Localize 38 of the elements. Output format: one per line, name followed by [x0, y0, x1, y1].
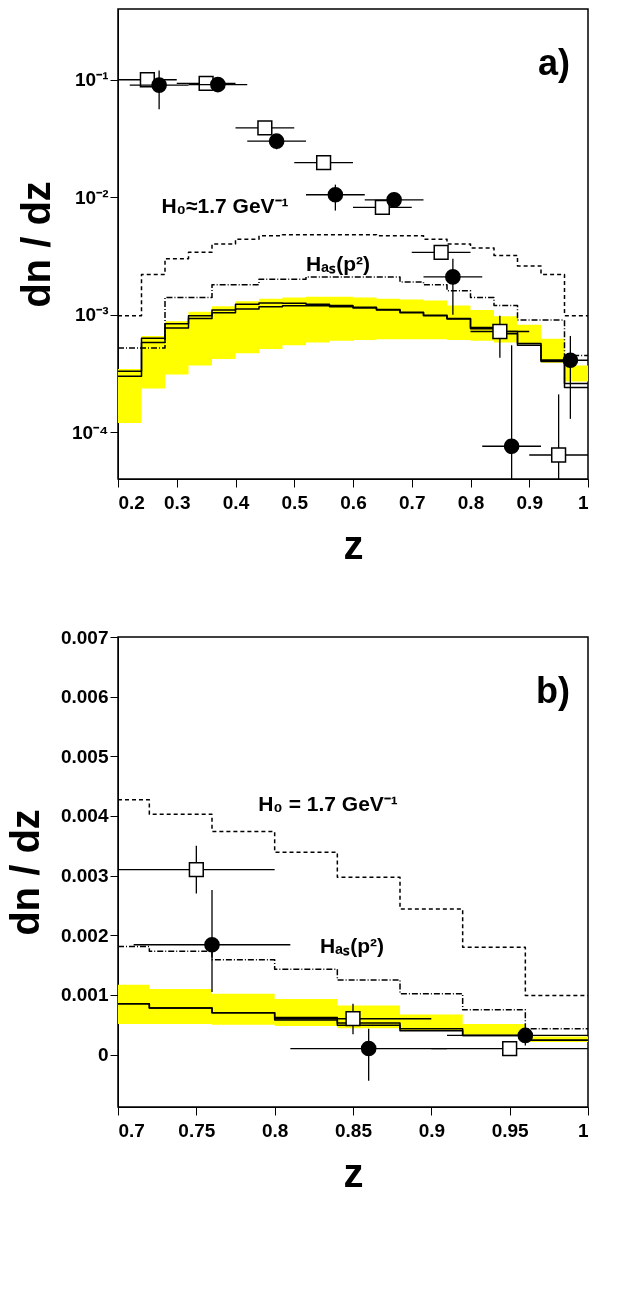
x-tick-label: 0.7: [118, 1119, 145, 1141]
x-tick-label: 0.2: [118, 491, 145, 513]
annotation: b): [536, 670, 570, 711]
y-tick-label: 0.005: [60, 745, 109, 767]
x-tick-label: 0.8: [457, 491, 485, 513]
x-tick-label: 0.75: [178, 1119, 216, 1141]
y-tick-label: 10⁻⁴: [71, 421, 109, 443]
x-tick-label: 0.6: [340, 491, 367, 513]
x-axis-title: z: [343, 1150, 364, 1195]
annotation: H₀≈1.7 GeV⁻¹: [161, 194, 289, 217]
y-axis-title: dn / dz: [13, 181, 58, 308]
x-tick-label: 0.9: [516, 491, 543, 513]
y-tick-label: 10⁻¹: [75, 69, 109, 91]
y-tick-label: 0.004: [60, 805, 109, 827]
x-tick-label: 0.85: [335, 1119, 373, 1141]
y-tick-label: 10⁻³: [75, 304, 109, 326]
y-tick-label: 0.001: [60, 984, 109, 1006]
x-tick-label: 0.7: [399, 491, 426, 513]
y-tick-label: 0.007: [60, 626, 109, 648]
x-tick-label: 0.5: [281, 491, 309, 513]
x-tick-label: 1: [577, 1119, 589, 1141]
annotation: Hₐₛ(p²): [320, 934, 384, 957]
y-tick-label: 10⁻²: [75, 186, 109, 208]
x-tick-label: 0.9: [418, 1119, 446, 1141]
x-tick-label: 0.4: [222, 491, 250, 513]
x-tick-label: 0.95: [491, 1119, 530, 1141]
x-tick-label: 0.8: [261, 1119, 289, 1141]
annotation: a): [537, 42, 570, 83]
y-tick-label: 0.006: [60, 686, 109, 708]
y-axis-title: dn / dz: [2, 809, 47, 936]
y-tick-label: 0.002: [60, 924, 109, 946]
x-tick-label: 1: [577, 491, 589, 513]
y-tick-label: 0.003: [60, 865, 109, 887]
y-tick-label: 0: [97, 1044, 109, 1066]
x-tick-label: 0.3: [164, 491, 191, 513]
annotation: H₀ = 1.7 GeV⁻¹: [258, 792, 398, 815]
x-axis-title: z: [343, 522, 364, 567]
annotation: Hₐₛ(p²): [306, 252, 370, 275]
